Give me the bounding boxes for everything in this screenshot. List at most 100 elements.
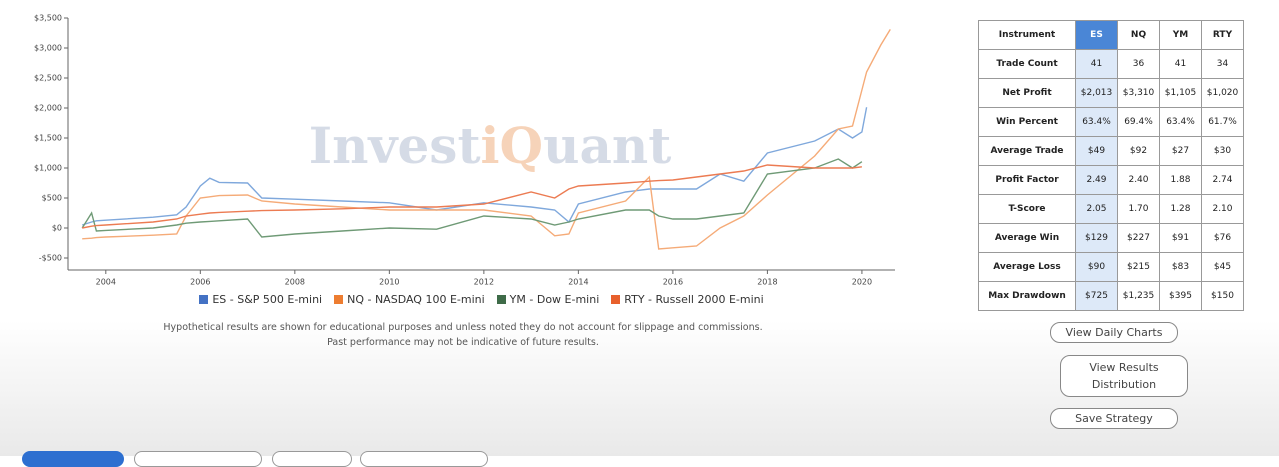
series-line	[82, 164, 862, 229]
disclaimer-line: Past performance may not be indicative o…	[327, 337, 599, 348]
y-tick-label: $3,000	[34, 44, 62, 53]
series-line	[81, 158, 863, 238]
table-header-cell: Instrument	[978, 20, 1076, 50]
table-cell: $91	[1159, 223, 1202, 253]
button[interactable]: View Results Distribution	[1060, 355, 1188, 397]
table-header-cell: YM	[1159, 20, 1202, 50]
stats-table: Instrument ES NQ YM RTY Trade Count 41 36 41 34 Ne…	[978, 20, 1244, 311]
table-cell: $49	[1075, 136, 1118, 166]
table-row: Average Win $129 $227 $91 $76	[978, 223, 1244, 253]
table-cell: $27	[1159, 136, 1202, 166]
table-row: Average Trade $49 $92 $27 $30	[978, 136, 1244, 166]
disclaimer: Hypothetical results are shown for educa…	[68, 320, 858, 350]
x-tick-label: 2012	[474, 278, 494, 287]
legend-label: ES - S&P 500 E-mini	[212, 293, 323, 306]
table-cell: Max Drawdown	[978, 281, 1076, 311]
table-cell: 2.10	[1201, 194, 1244, 224]
table-cell: 2.74	[1201, 165, 1244, 195]
legend-swatch	[199, 295, 209, 304]
table-row: Trade Count 41 36 41 34	[978, 49, 1244, 79]
table-cell: 34	[1201, 49, 1244, 79]
table-header-cell: RTY	[1201, 20, 1244, 50]
table-cell: Net Profit	[978, 78, 1076, 108]
watermark-part: uant	[543, 116, 671, 175]
y-tick-label: $1,500	[34, 134, 62, 143]
legend-label: RTY - Russell 2000 E-mini	[624, 293, 764, 306]
series-line	[82, 29, 891, 250]
table-cell: $1,020	[1201, 78, 1244, 108]
table-cell: 61.7%	[1201, 107, 1244, 137]
table-cell: 41	[1159, 49, 1202, 79]
table-header-cell: ES	[1075, 20, 1118, 50]
series-line	[81, 107, 868, 226]
x-tick-label: 2016	[663, 278, 683, 287]
button[interactable]: Save Strategy	[1050, 408, 1178, 429]
table-header-cell: NQ	[1117, 20, 1160, 50]
table-cell: 63.4%	[1159, 107, 1202, 137]
legend-swatch	[611, 295, 621, 304]
table-cell: $92	[1117, 136, 1160, 166]
table-cell: $227	[1117, 223, 1160, 253]
legend-label: YM - Dow E-mini	[509, 293, 600, 306]
table-row: Win Percent 63.4% 69.4% 63.4% 61.7%	[978, 107, 1244, 137]
table-cell: 63.4%	[1075, 107, 1118, 137]
table-cell: Average Win	[978, 223, 1076, 253]
watermark-part: iQ	[481, 116, 544, 175]
y-tick-label: $2,500	[34, 74, 62, 83]
tab[interactable]	[22, 451, 124, 467]
legend-swatch	[496, 295, 506, 304]
chart: InvestiQuant -$500 $0 $500 $1,000 $1,500 $2,00…	[34, 14, 895, 287]
table-cell: $395	[1159, 281, 1202, 311]
y-tick-label: $3,500	[34, 14, 62, 23]
legend-item: NQ - NASDAQ 100 E-mini	[334, 293, 485, 306]
table-row: Net Profit $2,013 $3,310 $1,105 $1,020	[978, 78, 1244, 108]
table-cell: Win Percent	[978, 107, 1076, 137]
legend-item: RTY - Russell 2000 E-mini	[611, 293, 764, 306]
table-cell: 1.28	[1159, 194, 1202, 224]
legend-swatch	[334, 295, 344, 304]
table-cell: $129	[1075, 223, 1118, 253]
table-cell: Average Trade	[978, 136, 1076, 166]
table-cell: $45	[1201, 252, 1244, 282]
x-tick-label: 2014	[568, 278, 588, 287]
table-cell: $3,310	[1117, 78, 1160, 108]
table-cell: 1.70	[1117, 194, 1160, 224]
table-cell: $83	[1159, 252, 1202, 282]
table-cell: Profit Factor	[978, 165, 1076, 195]
legend-label: NQ - NASDAQ 100 E-mini	[347, 293, 485, 306]
table-cell: $30	[1201, 136, 1244, 166]
x-tick-label: 2010	[379, 278, 399, 287]
y-tick-label: $0	[52, 224, 62, 233]
table-cell: $76	[1201, 223, 1244, 253]
table-cell: $1,235	[1117, 281, 1160, 311]
table-row: Profit Factor 2.49 2.40 1.88 2.74	[978, 165, 1244, 195]
table-cell: 2.49	[1075, 165, 1118, 195]
watermark: InvestiQuant	[309, 116, 672, 175]
table-header-row: Instrument ES NQ YM RTY	[978, 20, 1244, 50]
x-tick-label: 2020	[852, 278, 872, 287]
table-cell: $215	[1117, 252, 1160, 282]
table-cell: $150	[1201, 281, 1244, 311]
table-cell: Trade Count	[978, 49, 1076, 79]
legend-item: YM - Dow E-mini	[496, 293, 600, 306]
button[interactable]: View Daily Charts	[1050, 322, 1178, 343]
table-cell: 2.05	[1075, 194, 1118, 224]
table-cell: Average Loss	[978, 252, 1076, 282]
y-tick-label: $1,000	[34, 164, 62, 173]
table-cell: $725	[1075, 281, 1118, 311]
tab[interactable]	[134, 451, 262, 467]
x-tick-label: 2018	[757, 278, 777, 287]
table-row: Average Loss $90 $215 $83 $45	[978, 252, 1244, 282]
legend-item: ES - S&P 500 E-mini	[199, 293, 322, 306]
y-tick-label: $2,000	[34, 104, 62, 113]
table-row: T-Score 2.05 1.70 1.28 2.10	[978, 194, 1244, 224]
tab[interactable]	[272, 451, 352, 467]
table-cell: 1.88	[1159, 165, 1202, 195]
table-cell: 69.4%	[1117, 107, 1160, 137]
y-tick-label: -$500	[39, 254, 62, 263]
x-tick-label: 2004	[96, 278, 116, 287]
table-cell: 36	[1117, 49, 1160, 79]
y-tick-label: $500	[42, 194, 62, 203]
tab[interactable]	[360, 451, 488, 467]
